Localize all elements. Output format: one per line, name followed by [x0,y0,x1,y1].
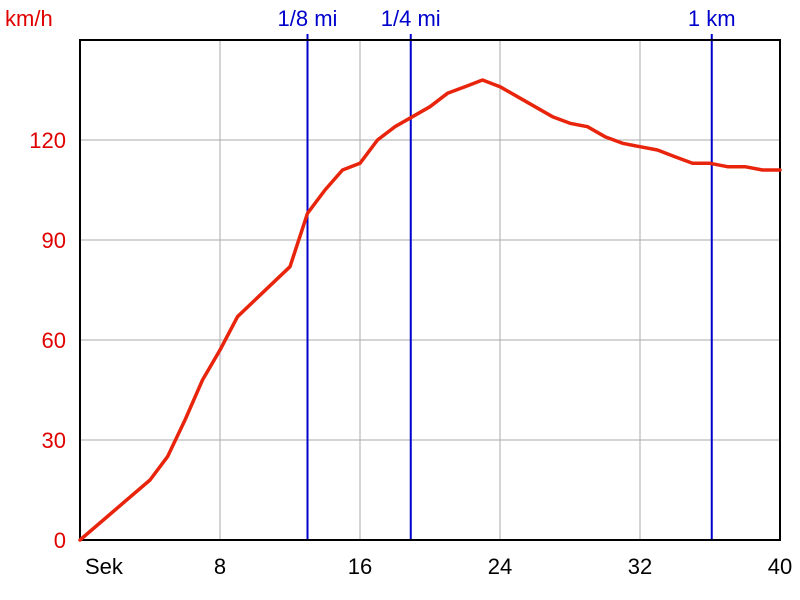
series-group [78,78,782,542]
y-tick-label: 120 [29,128,66,153]
y-tick-label: 90 [42,228,66,253]
y-tick-label: 30 [42,428,66,453]
x-axis-unit-label: Sek [85,554,124,579]
x-tick-labels: 8 16 24 32 40 [214,554,792,579]
x-tick-label: 8 [214,554,226,579]
y-tick-label: 60 [42,328,66,353]
plot-frame [79,39,781,541]
distance-marker-label: 1 km [688,6,736,31]
y-axis-unit-label: km/h [5,6,53,31]
x-tick-label: 40 [768,554,792,579]
y-tick-label: 0 [54,528,66,553]
distance-markers: 1/8 mi 1/4 mi 1 km [278,6,736,540]
distance-marker-label: 1/8 mi [278,6,338,31]
distance-marker-label: 1/4 mi [381,6,441,31]
x-tick-label: 16 [348,554,372,579]
y-tick-labels: 0 30 60 90 120 [29,128,66,553]
x-tick-label: 32 [628,554,652,579]
x-tick-label: 24 [488,554,512,579]
grid-lines [80,40,781,541]
speed-series-line [78,78,782,542]
